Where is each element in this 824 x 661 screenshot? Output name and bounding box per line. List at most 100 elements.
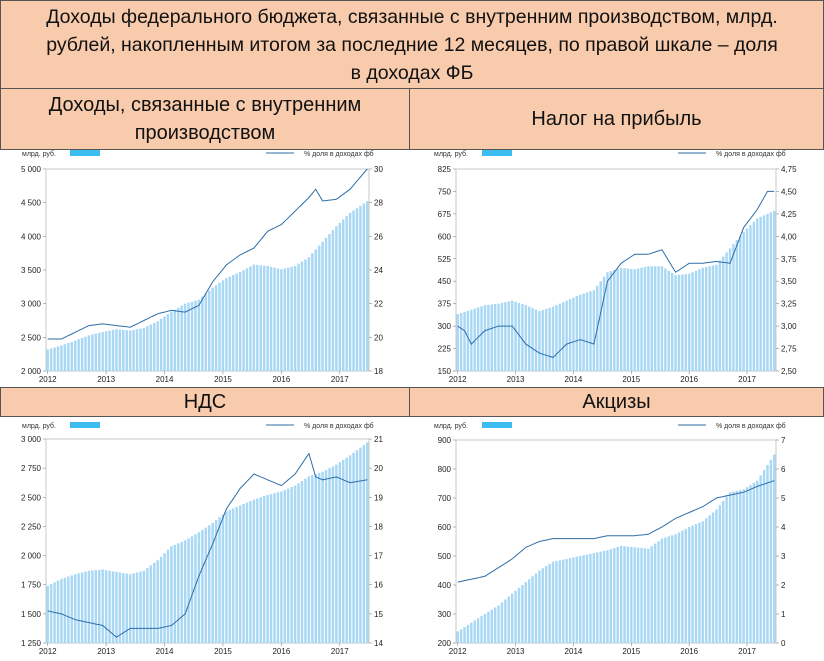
y2-tick-label: 4,75 xyxy=(781,165,797,174)
bar xyxy=(359,447,362,643)
bar xyxy=(314,473,317,643)
bar xyxy=(94,333,98,371)
bar xyxy=(249,266,252,371)
bar xyxy=(613,548,616,643)
bar xyxy=(572,297,575,371)
bar xyxy=(507,596,510,643)
bar xyxy=(541,310,545,371)
bar xyxy=(355,450,359,643)
bar xyxy=(633,547,636,643)
bar xyxy=(77,339,80,371)
bar xyxy=(56,346,60,371)
bar xyxy=(653,266,657,371)
bar xyxy=(67,576,70,643)
y2-tick-label: 26 xyxy=(374,232,383,241)
bar xyxy=(211,522,214,643)
bar xyxy=(691,272,694,371)
bar xyxy=(166,314,170,371)
bar xyxy=(153,322,156,371)
y-tick-label: 3 500 xyxy=(21,266,42,275)
bar xyxy=(321,471,324,643)
bar xyxy=(592,553,596,643)
bar xyxy=(197,299,201,371)
bar xyxy=(269,266,273,371)
bar xyxy=(568,299,572,371)
bar xyxy=(60,345,63,371)
bar xyxy=(163,553,166,643)
bar xyxy=(228,276,232,371)
bar xyxy=(480,616,483,643)
bar xyxy=(582,555,585,643)
bar xyxy=(84,571,87,643)
bar xyxy=(348,212,352,371)
bar xyxy=(732,491,735,643)
y-tick-label: 150 xyxy=(438,367,452,376)
bar xyxy=(304,259,307,371)
bar xyxy=(190,301,194,371)
bar xyxy=(459,629,463,643)
x-tick-label: 2017 xyxy=(331,375,349,384)
bar xyxy=(293,265,297,371)
bar xyxy=(674,534,677,643)
bar xyxy=(650,546,653,643)
x-tick-label: 2016 xyxy=(272,647,290,656)
bar xyxy=(708,266,711,371)
bar xyxy=(146,568,149,643)
bar xyxy=(290,266,293,371)
bar xyxy=(232,508,235,643)
y-tick-label: 800 xyxy=(438,465,452,474)
bar xyxy=(166,549,170,643)
bar xyxy=(156,321,159,371)
bar xyxy=(558,560,562,643)
bar xyxy=(681,274,684,371)
bar xyxy=(579,556,582,643)
bar xyxy=(687,527,691,643)
bar xyxy=(759,216,762,371)
bar xyxy=(687,273,691,371)
x-tick-label: 2016 xyxy=(680,375,698,384)
bar xyxy=(111,329,115,371)
bar xyxy=(352,210,355,371)
bar xyxy=(73,340,77,371)
bar xyxy=(201,296,204,371)
bar xyxy=(483,614,487,643)
bar xyxy=(630,546,633,643)
bar xyxy=(517,302,521,371)
bar xyxy=(67,343,70,371)
bar xyxy=(681,530,684,643)
bar xyxy=(122,573,125,643)
bar xyxy=(269,494,273,643)
y-tick-label: 900 xyxy=(438,436,452,445)
bar xyxy=(616,268,619,371)
bar xyxy=(579,294,582,371)
bar xyxy=(728,492,732,643)
legend-label-line: % доля в доходах фб xyxy=(304,150,374,158)
bar xyxy=(517,587,521,643)
bar xyxy=(766,213,769,371)
plot-frame xyxy=(45,168,370,372)
bar xyxy=(63,577,67,643)
bar xyxy=(115,571,118,643)
y2-tick-label: 4,00 xyxy=(781,232,797,241)
bar xyxy=(524,582,528,643)
y-tick-label: 2 500 xyxy=(21,493,42,502)
bar xyxy=(609,271,613,371)
bar xyxy=(183,540,187,643)
bar xyxy=(619,267,623,371)
y-tick-label: 4 500 xyxy=(21,199,42,208)
bar xyxy=(300,480,304,643)
y2-tick-label: 5 xyxy=(781,494,786,503)
panel-title-excise: Акцизы xyxy=(409,387,824,417)
bar xyxy=(507,301,510,371)
y2-tick-label: 22 xyxy=(374,300,383,309)
bar xyxy=(132,573,135,643)
bar xyxy=(128,574,132,643)
bar xyxy=(70,575,74,643)
bar xyxy=(211,287,214,371)
bar xyxy=(698,522,701,643)
bar xyxy=(266,265,269,371)
bar xyxy=(691,525,694,643)
bar xyxy=(352,452,355,643)
bar xyxy=(619,545,623,643)
y2-tick-label: 3,50 xyxy=(781,277,797,286)
